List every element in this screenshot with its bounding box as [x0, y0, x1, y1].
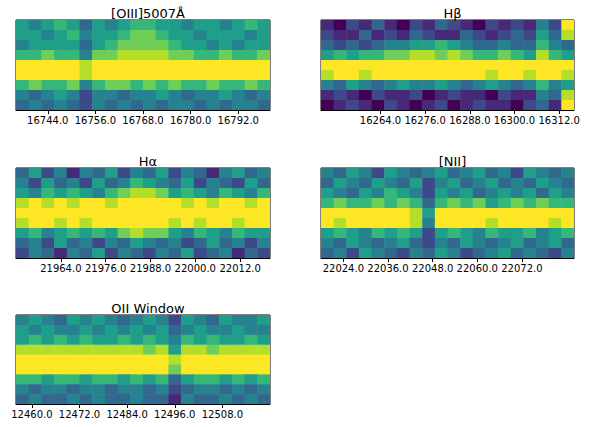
- svg-text:12472.0: 12472.0: [59, 409, 100, 420]
- svg-text:16264.0: 16264.0: [360, 115, 401, 126]
- svg-text:12508.0: 12508.0: [202, 409, 243, 420]
- svg-text:16756.0: 16756.0: [75, 115, 116, 126]
- svg-text:16768.0: 16768.0: [122, 115, 163, 126]
- svg-text:[NII]: [NII]: [439, 154, 467, 169]
- svg-text:22072.0: 22072.0: [501, 263, 542, 274]
- svg-text:12484.0: 12484.0: [106, 409, 147, 420]
- svg-text:22048.0: 22048.0: [412, 263, 453, 274]
- svg-text:16744.0: 16744.0: [27, 115, 68, 126]
- svg-text:21964.0: 21964.0: [40, 263, 81, 274]
- svg-text:21988.0: 21988.0: [130, 263, 171, 274]
- svg-text:Hα: Hα: [139, 154, 157, 169]
- svg-text:16276.0: 16276.0: [404, 115, 445, 126]
- svg-text:16288.0: 16288.0: [449, 115, 490, 126]
- svg-text:22000.0: 22000.0: [175, 263, 216, 274]
- svg-text:[OIII]5007Å: [OIII]5007Å: [111, 6, 185, 21]
- svg-text:12460.0: 12460.0: [11, 409, 52, 420]
- svg-text:16300.0: 16300.0: [494, 115, 535, 126]
- svg-text:22036.0: 22036.0: [367, 263, 408, 274]
- svg-text:16780.0: 16780.0: [170, 115, 211, 126]
- svg-text:21976.0: 21976.0: [85, 263, 126, 274]
- svg-text:OII Window: OII Window: [111, 301, 185, 316]
- svg-text:16312.0: 16312.0: [538, 115, 579, 126]
- svg-text:Hβ: Hβ: [443, 6, 461, 21]
- svg-text:22024.0: 22024.0: [323, 263, 364, 274]
- svg-text:22060.0: 22060.0: [457, 263, 498, 274]
- svg-text:22012.0: 22012.0: [219, 263, 260, 274]
- svg-text:16792.0: 16792.0: [218, 115, 259, 126]
- svg-text:12496.0: 12496.0: [154, 409, 195, 420]
